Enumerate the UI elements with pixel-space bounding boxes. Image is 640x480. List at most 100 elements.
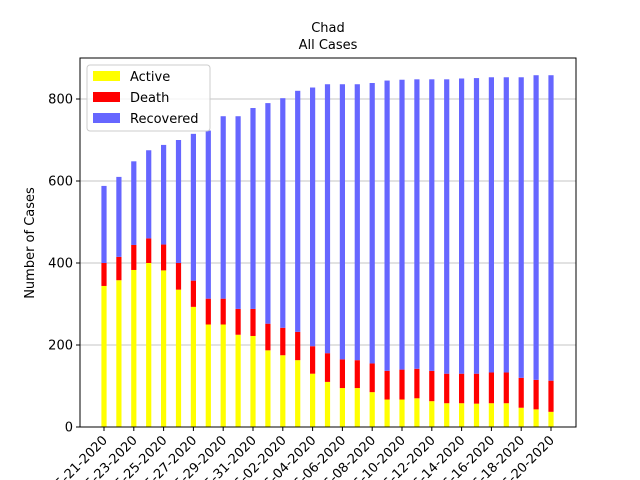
bar-segment bbox=[265, 350, 271, 427]
bar-segment bbox=[473, 78, 480, 374]
bar-segment bbox=[235, 116, 241, 309]
bar-segment bbox=[220, 298, 226, 325]
bar-segment bbox=[101, 285, 107, 427]
bar-segment bbox=[533, 409, 539, 427]
bar-segment bbox=[369, 363, 375, 393]
y-tick-label: 200 bbox=[48, 339, 73, 354]
y-axis-label: Number of Cases bbox=[23, 187, 38, 299]
bar-segment bbox=[161, 244, 167, 271]
y-tick-label: 800 bbox=[48, 93, 73, 108]
bar-segment bbox=[190, 306, 196, 427]
bar-segment bbox=[444, 403, 450, 427]
bar-segment bbox=[146, 150, 152, 239]
bar-segment bbox=[414, 79, 420, 369]
bar-segment bbox=[503, 77, 509, 373]
bar-segment bbox=[518, 377, 524, 408]
bar-segment bbox=[101, 263, 107, 286]
bar-segment bbox=[131, 269, 137, 427]
bar-segment bbox=[369, 392, 375, 427]
bar-segment bbox=[369, 83, 375, 364]
bar-segment bbox=[518, 77, 524, 378]
bar-segment bbox=[161, 270, 167, 427]
bar-segment bbox=[265, 323, 271, 351]
bar-segment bbox=[384, 370, 390, 400]
bar-segment bbox=[205, 130, 211, 299]
bar-segment bbox=[324, 353, 331, 382]
legend-label: Active bbox=[130, 70, 170, 85]
bar-segment bbox=[235, 308, 241, 335]
bar-segment bbox=[518, 407, 524, 427]
bar-segment bbox=[146, 263, 152, 427]
bar-segment bbox=[280, 327, 286, 356]
y-tick-label: 600 bbox=[48, 175, 73, 190]
bar-segment bbox=[310, 373, 316, 427]
bar-segment bbox=[280, 355, 286, 427]
bar-segment bbox=[101, 185, 107, 263]
bar-segment bbox=[503, 372, 509, 404]
legend-swatch bbox=[93, 71, 120, 81]
bar-segment bbox=[339, 359, 345, 389]
bar-segment bbox=[250, 308, 256, 336]
bar-segment bbox=[429, 79, 435, 371]
bar-segment bbox=[295, 90, 301, 332]
bar-segment bbox=[310, 346, 316, 374]
legend-swatch bbox=[93, 92, 120, 102]
bar-segment bbox=[533, 379, 539, 410]
bar-segment bbox=[295, 360, 301, 427]
bar-segment bbox=[220, 116, 226, 299]
bar-segment bbox=[339, 388, 345, 427]
bar-segment bbox=[146, 238, 152, 263]
bar-segment bbox=[116, 256, 122, 281]
bar-segment bbox=[548, 380, 554, 412]
bar-segment bbox=[548, 411, 554, 427]
bar-segment bbox=[324, 381, 331, 427]
bar-segment bbox=[131, 244, 137, 270]
bar-segment bbox=[280, 98, 286, 328]
bar-segment bbox=[175, 140, 182, 263]
bar-segment bbox=[116, 280, 122, 427]
chart-title: Chad All Cases bbox=[299, 21, 358, 53]
bar-segment bbox=[339, 84, 345, 360]
bar-segment bbox=[444, 373, 450, 404]
legend-swatch bbox=[93, 113, 120, 123]
bar-segment bbox=[473, 373, 480, 404]
bar-segment bbox=[399, 399, 405, 427]
bar-segment bbox=[399, 79, 405, 370]
bar-segment bbox=[414, 368, 420, 399]
bar-segment bbox=[384, 80, 390, 371]
bar-segment bbox=[190, 280, 196, 307]
y-tick-label: 400 bbox=[48, 257, 73, 272]
bar-segment bbox=[384, 399, 390, 427]
bar-segment bbox=[161, 144, 167, 245]
bar-segment bbox=[190, 133, 196, 281]
bar-segment bbox=[220, 324, 226, 427]
bar-segment bbox=[429, 370, 435, 402]
legend-label: Death bbox=[130, 91, 169, 106]
bar-segment bbox=[295, 331, 301, 361]
bar-segment bbox=[205, 298, 211, 325]
bar-segment bbox=[354, 388, 360, 427]
bar-segment bbox=[310, 87, 316, 347]
legend-label: Recovered bbox=[130, 112, 199, 127]
bar-segment bbox=[265, 103, 271, 324]
bar-segment bbox=[235, 334, 241, 427]
bar-segment bbox=[459, 403, 465, 427]
bar-segment bbox=[324, 84, 331, 354]
bar-segment bbox=[444, 79, 450, 374]
bar-segment bbox=[488, 372, 494, 404]
y-tick-label: 0 bbox=[65, 421, 73, 436]
bar-segment bbox=[205, 324, 211, 427]
bar-segment bbox=[354, 360, 360, 389]
bar-segment bbox=[548, 75, 554, 381]
bar-segment bbox=[116, 176, 122, 257]
bar-segment bbox=[131, 161, 137, 245]
bar-segment bbox=[354, 84, 360, 361]
axes-frame bbox=[79, 57, 577, 428]
bar-segment bbox=[459, 78, 465, 374]
bar-segment bbox=[459, 373, 465, 404]
bar-segment bbox=[414, 398, 420, 427]
bar-segment bbox=[250, 108, 256, 309]
bar-segment bbox=[533, 75, 539, 380]
bar-segment bbox=[503, 403, 509, 427]
